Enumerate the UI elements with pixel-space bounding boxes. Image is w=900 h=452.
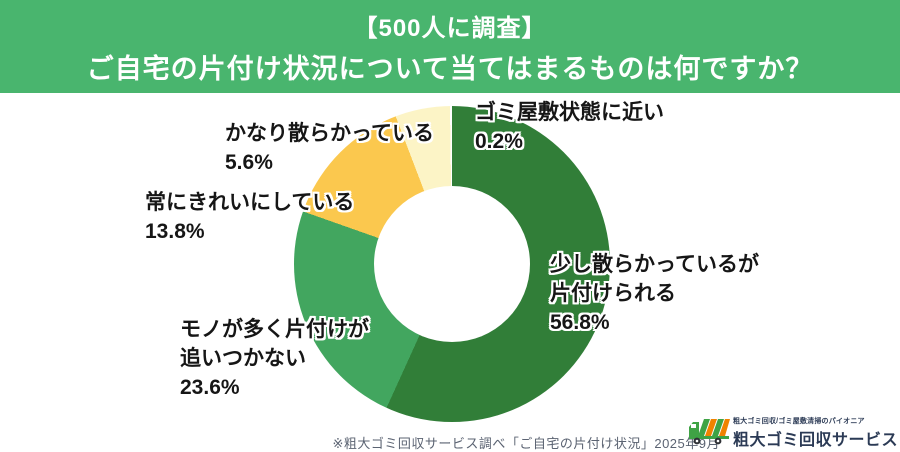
slice-percent: 56.8% [550, 310, 610, 334]
slice-label-quite-messy: かなり散らかっている 5.6% [225, 120, 434, 178]
brand-tagline: 粗大ゴミ回収/ゴミ屋敷清掃のパイオニア [732, 418, 865, 425]
brand-logo: 粗大ゴミ回収/ゴミ屋敷清掃のパイオニア 粗大ゴミ回収サービス [688, 415, 898, 450]
slice-label-text: 常にきれいにしている [145, 191, 355, 214]
slice-label-text: ゴミ屋敷状態に近い [475, 101, 664, 124]
slice-label-always-clean: 常にきれいにしている 13.8% [145, 189, 354, 247]
survey-sample-line: 【500人に調査】 [353, 14, 547, 42]
slice-label-too-many-things: モノが多く片付けが 追いつかない 23.6% [180, 316, 369, 403]
title-banner: 【500人に調査】 ご自宅の片付け状況について当てはまるものは何ですか？ [0, 0, 900, 93]
slice-percent: 23.6% [180, 375, 240, 399]
slice-label-text: モノが多く片付けが 追いつかない [180, 318, 369, 370]
slice-label-slightly-messy: 少し散らかっているが 片付けられる 56.8% [550, 251, 759, 338]
slice-label-text: かなり散らかっている [225, 122, 434, 145]
brand-logo-text: 粗大ゴミ回収/ゴミ屋敷清掃のパイオニア 粗大ゴミ回収サービス [733, 416, 898, 450]
slice-label-text: 少し散らかっているが 片付けられる [550, 253, 759, 305]
slice-percent: 0.2% [475, 129, 523, 153]
donut-chart [294, 106, 610, 422]
source-note: ※粗大ゴミ回収サービス調べ「ご自宅の片付け状況」2025年9月 [332, 436, 720, 451]
brand-name: 粗大ゴミ回収サービス [732, 432, 898, 449]
slice-label-hoarder-like: ゴミ屋敷状態に近い 0.2% [475, 99, 664, 157]
truck-icon [688, 415, 730, 450]
slice-percent: 13.8% [145, 219, 205, 243]
slice-percent: 5.6% [225, 150, 273, 174]
survey-question-line: ご自宅の片付け状況について当てはまるものは何ですか？ [86, 53, 814, 84]
donut-hole [374, 186, 530, 342]
